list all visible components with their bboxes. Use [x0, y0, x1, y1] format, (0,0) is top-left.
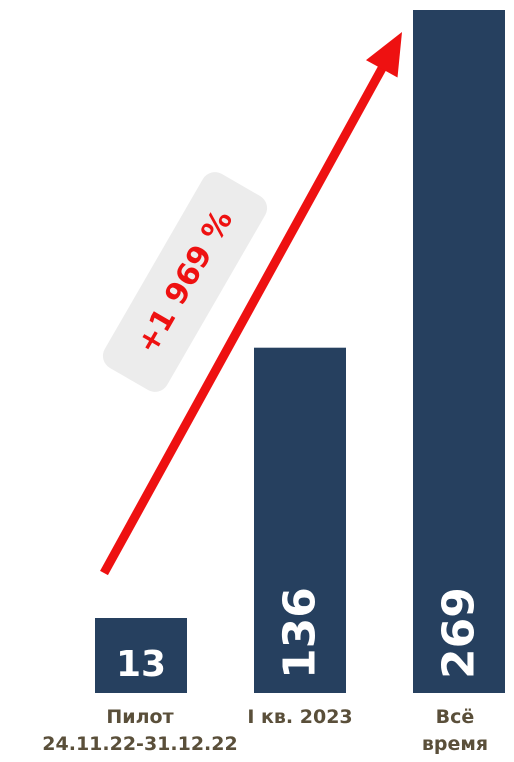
category-label-all-time: Всё время: [400, 704, 510, 758]
bar-all-time: [413, 10, 505, 693]
growth-badge-background: [102, 172, 268, 392]
category-label-all-time-line2: время: [421, 733, 489, 755]
category-label-pilot-line1: Пилот: [106, 706, 174, 728]
growth-arrow-shaft: [100, 64, 387, 576]
value-label-all-time: 269: [434, 587, 485, 679]
category-label-all-time-line1: Всё: [435, 706, 475, 728]
growth-arrow-head: [365, 32, 402, 78]
bar-pilot: [95, 618, 187, 693]
value-label-q1-2023: 136: [275, 587, 326, 679]
chart-canvas: 13 136 269 +1 969 %: [95, 10, 505, 693]
value-label-pilot: 13: [116, 644, 166, 685]
bar-q1-2023: [254, 347, 346, 693]
category-label-q1-2023-line1: I кв. 2023: [247, 706, 353, 728]
category-label-q1-2023: I кв. 2023: [220, 704, 380, 731]
category-label-pilot-line2: 24.11.22-31.12.22: [42, 733, 238, 755]
category-label-pilot: Пилот 24.11.22-31.12.22: [20, 704, 260, 758]
growth-badge: +1 969 %: [102, 172, 268, 392]
